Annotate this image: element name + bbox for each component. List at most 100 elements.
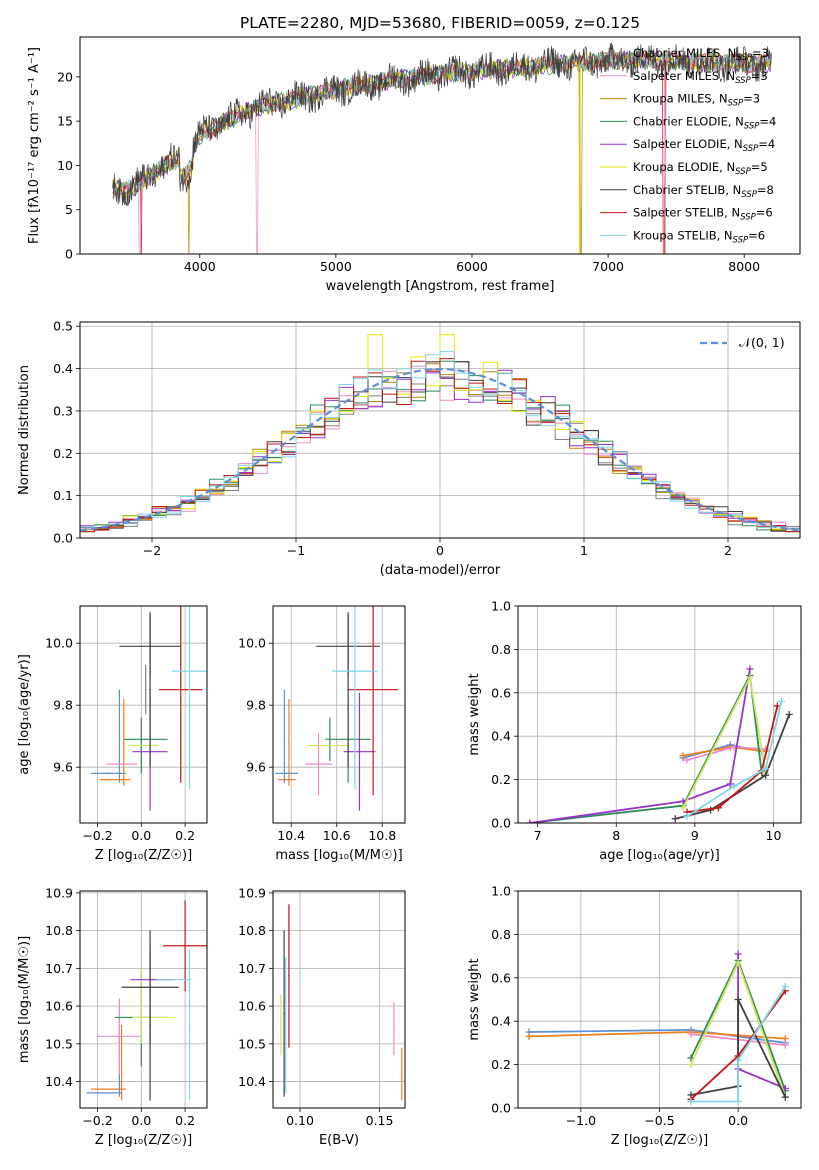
data-point — [153, 1016, 156, 1019]
data-point — [173, 978, 175, 981]
weight-series-line — [690, 999, 787, 1098]
y-axis-label: mass weight — [467, 958, 482, 1040]
y-tick-label: 15 — [57, 114, 73, 129]
data-point — [285, 772, 288, 775]
weight-series-line — [529, 668, 751, 823]
x-tick-label: 0.2 — [175, 1113, 195, 1128]
axes-frame — [79, 605, 208, 824]
panel-age_vs_mass: 10.4 10.6 10.8 9.6 9.8 10.0 mass [log₁₀(M/M☉)] — [238, 605, 406, 863]
data-point — [103, 1092, 105, 1094]
legend-entry: Chabrier ELODIE, NSSP=4 — [633, 114, 776, 131]
x-tick-label: 10.4 — [277, 828, 305, 843]
plot-area-mass_vs_EBV — [280, 904, 403, 1101]
y-tick-label: 0.6 — [491, 685, 511, 700]
data-point — [326, 744, 329, 747]
x-tick-label: 0.10 — [286, 1113, 314, 1128]
y-tick-label: 10.7 — [45, 961, 73, 976]
x-tick-label: −0.2 — [82, 828, 112, 843]
legend-entry: Kroupa MILES, NSSP=3 — [633, 92, 760, 109]
x-axis-label: (data-model)/error — [380, 563, 501, 578]
panel-residuals: −2 −1 0 1 2 0.0 0.1 0.2 0.3 0.4 0.5 (data-model)/er… — [17, 319, 801, 578]
data-point — [140, 1005, 143, 1007]
legend-entry: Salpeter ELODIE, NSSP=4 — [633, 137, 775, 154]
y-tick-label: 10.4 — [45, 1074, 73, 1089]
data-point — [280, 1024, 282, 1026]
y-tick-label: 0.1 — [53, 488, 73, 503]
panel-age_vs_Z: −0.2 0.0 0.2 9.6 9.8 10.0 Z [log₁₀(Z/Z☉)] age [… — [17, 605, 208, 863]
data-point — [114, 778, 116, 781]
y-tick-label: 10.0 — [238, 636, 266, 651]
weight-series-line — [690, 986, 787, 1103]
x-axis-label: Z [log₁₀(Z/Z☉)] — [95, 1133, 192, 1148]
data-point — [144, 688, 147, 691]
data-point — [188, 1024, 191, 1026]
plot-area-mass_weight_vs_age — [526, 665, 793, 823]
y-tick-label: 10.5 — [238, 1036, 266, 1051]
y-axis-label: Flux [fλ10⁻¹⁷ erg cm⁻² s⁻¹ A⁻¹] — [27, 47, 42, 244]
y-tick-label: 0.8 — [491, 642, 511, 657]
x-tick-label: 0 — [436, 543, 444, 558]
y-tick-label: 0.3 — [53, 403, 73, 418]
x-tick-label: 8 — [612, 828, 620, 843]
x-tick-label: 9 — [691, 828, 699, 843]
x-tick-label: 0.0 — [728, 1113, 748, 1128]
axes-frame — [79, 36, 801, 255]
x-tick-label: −1 — [287, 543, 305, 558]
axes-frame — [517, 605, 802, 824]
y-tick-label: 0.2 — [491, 1057, 511, 1072]
data-point — [120, 763, 123, 765]
y-tick-label: 0.4 — [491, 729, 511, 744]
legend-entry: Salpeter STELIB, NSSP=6 — [633, 206, 773, 223]
weight-series-line — [529, 672, 763, 823]
y-tick-label: 1.0 — [491, 599, 511, 614]
histogram-series — [80, 351, 800, 530]
x-axis-label: mass [log₁₀(M/M☉)] — [275, 848, 402, 863]
data-point — [149, 1024, 151, 1026]
histogram-series — [80, 358, 800, 533]
data-point — [283, 735, 286, 737]
data-point — [179, 688, 182, 691]
plot-area-age_vs_mass — [275, 606, 399, 811]
x-tick-label: 10.6 — [323, 828, 351, 843]
axes-frame — [272, 890, 406, 1109]
legend-entry: Salpeter MILES, NSSP=3 — [633, 69, 768, 86]
y-tick-label: 10.0 — [45, 636, 73, 651]
y-tick-label: 10.7 — [238, 961, 266, 976]
data-point — [288, 975, 290, 977]
y-tick-label: 10.8 — [45, 923, 73, 938]
y-tick-label: 0.0 — [491, 1101, 511, 1116]
y-tick-label: 10.6 — [45, 999, 73, 1014]
y-tick-label: 9.8 — [53, 698, 73, 713]
y-tick-label: 1.0 — [491, 884, 511, 899]
y-tick-label: 0.8 — [491, 927, 511, 942]
x-tick-label: 0.2 — [175, 828, 195, 843]
y-tick-label: 10.5 — [45, 1036, 73, 1051]
y-tick-label: 9.6 — [53, 760, 73, 775]
y-axis-label: mass [log₁₀(M/M☉)] — [17, 936, 32, 1063]
x-tick-label: −0.5 — [644, 1113, 674, 1128]
weight-series-line — [686, 701, 783, 818]
data-point — [283, 1012, 285, 1015]
data-point — [285, 778, 288, 781]
y-tick-label: 10.6 — [238, 999, 266, 1014]
y-tick-label: 0 — [65, 247, 73, 262]
plot-area-spectrum — [112, 42, 772, 254]
data-point — [120, 1061, 123, 1064]
x-tick-label: 0.15 — [366, 1113, 394, 1128]
y-tick-label: 0.4 — [53, 361, 73, 376]
x-tick-label: −1.0 — [566, 1113, 596, 1128]
axes-frame — [79, 890, 208, 1109]
data-point — [358, 750, 361, 753]
data-point — [401, 1073, 403, 1075]
plot-area-mass_weight_vs_Z — [525, 950, 789, 1105]
axes-frame — [79, 321, 801, 539]
data-point — [354, 670, 356, 672]
legend-entry: Chabrier STELIB, NSSP=8 — [633, 183, 774, 200]
y-tick-label: 0.6 — [491, 970, 511, 985]
weight-series-line — [674, 714, 791, 820]
y-tick-label: 0.2 — [53, 446, 73, 461]
y-tick-label: 9.6 — [246, 760, 266, 775]
y-tick-label: 20 — [57, 69, 73, 84]
x-tick-label: 6000 — [456, 259, 488, 274]
weight-series-line — [682, 674, 767, 809]
